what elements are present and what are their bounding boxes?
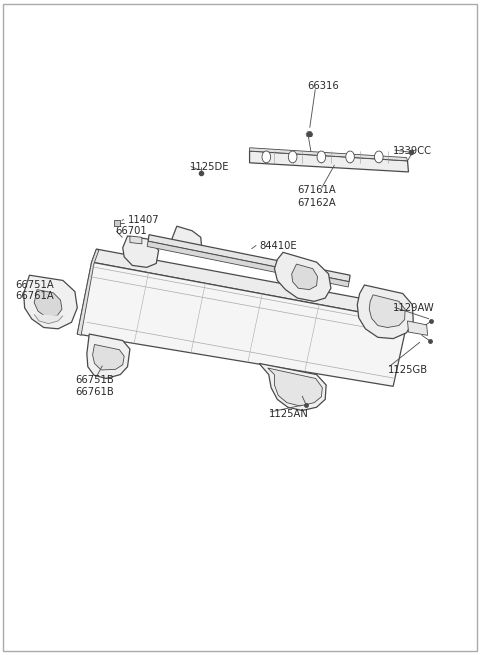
Circle shape [317,151,325,163]
Polygon shape [34,314,63,324]
Polygon shape [292,264,318,290]
Polygon shape [93,345,124,370]
Circle shape [262,151,271,163]
Polygon shape [369,295,405,328]
Text: 67161A: 67161A [298,185,336,195]
Polygon shape [275,252,331,301]
Text: 1339CC: 1339CC [393,146,432,156]
Polygon shape [147,241,349,287]
Polygon shape [172,226,202,253]
Text: 1125GB: 1125GB [388,365,429,375]
Circle shape [288,151,297,163]
Polygon shape [357,285,413,339]
Text: 66761B: 66761B [75,386,114,396]
Text: 11407: 11407 [128,215,159,225]
Text: 1125DE: 1125DE [190,162,229,172]
Polygon shape [123,236,158,267]
Polygon shape [130,236,142,244]
Polygon shape [250,151,408,172]
Polygon shape [268,368,323,406]
Text: 84410E: 84410E [259,241,297,251]
Polygon shape [92,249,412,321]
Text: 66701: 66701 [116,227,147,236]
Polygon shape [87,334,130,379]
Polygon shape [250,148,408,161]
Text: 66751A: 66751A [15,280,54,290]
Polygon shape [34,290,62,317]
Polygon shape [77,249,99,335]
Polygon shape [148,234,350,282]
Text: 1125AN: 1125AN [269,409,309,419]
Polygon shape [77,262,408,386]
Text: 1129AW: 1129AW [393,303,435,313]
Polygon shape [24,275,77,329]
Polygon shape [408,321,428,335]
Text: 66751B: 66751B [75,375,114,384]
Circle shape [374,151,383,163]
Text: 66761A: 66761A [15,291,54,301]
Circle shape [346,151,354,163]
Text: 66316: 66316 [307,81,339,90]
Polygon shape [306,132,313,137]
Text: 67162A: 67162A [298,198,336,208]
Polygon shape [259,364,326,411]
